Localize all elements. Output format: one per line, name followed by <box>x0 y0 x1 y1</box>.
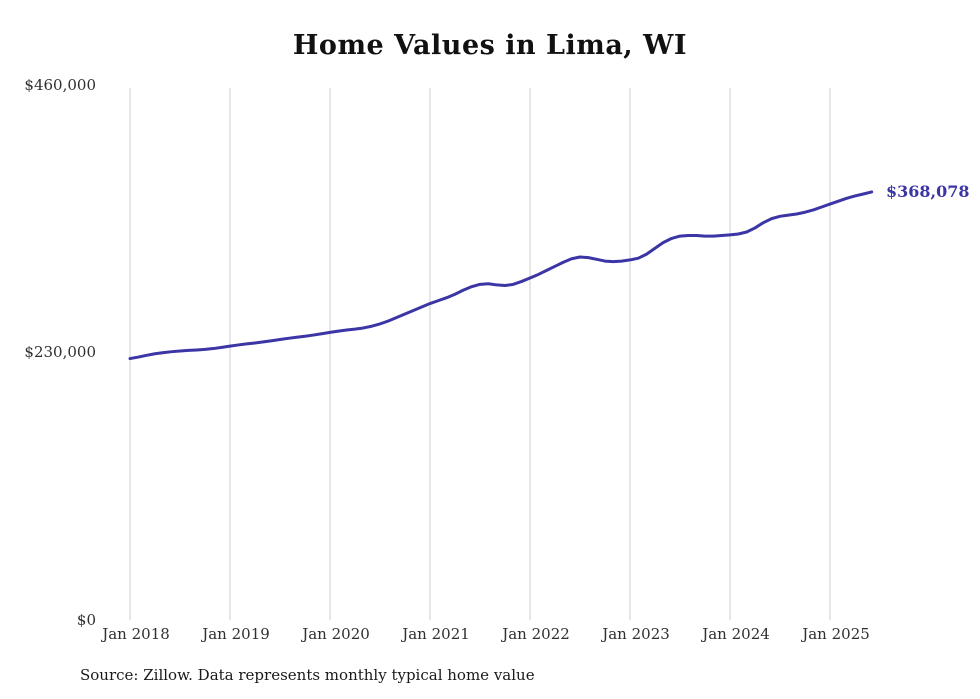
latest-value-label: $368,078 <box>886 182 970 201</box>
x-axis-tick-jan-2022: Jan 2022 <box>502 625 570 643</box>
y-axis-tick-230000: $230,000 <box>24 343 96 361</box>
x-axis-tick-jan-2018: Jan 2018 <box>102 625 170 643</box>
x-axis-tick-jan-2020: Jan 2020 <box>302 625 370 643</box>
x-axis-tick-jan-2019: Jan 2019 <box>202 625 270 643</box>
x-axis-tick-jan-2025: Jan 2025 <box>802 625 870 643</box>
gridlines <box>129 88 831 620</box>
chart-title: Home Values in Lima, WI <box>292 30 688 61</box>
y-axis-tick-0: $0 <box>76 611 96 629</box>
home-value-line <box>128 190 874 361</box>
x-axis-tick-jan-2021: Jan 2021 <box>402 625 470 643</box>
x-axis-tick-jan-2024: Jan 2024 <box>702 625 770 643</box>
y-axis-tick-460000: $460,000 <box>24 76 96 94</box>
x-axis-tick-jan-2023: Jan 2023 <box>602 625 670 643</box>
source-note: Source: Zillow. Data represents monthly … <box>80 666 535 684</box>
